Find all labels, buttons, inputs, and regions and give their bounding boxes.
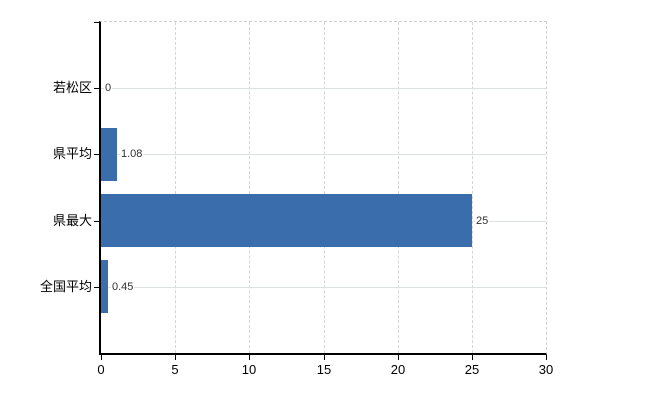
value-label: 1.08 (120, 147, 144, 161)
category-label-県最大: 県最大 (52, 213, 92, 228)
x-axis-tick (249, 355, 250, 360)
x-axis-tick (472, 355, 473, 360)
horizontal-gridline (101, 154, 546, 155)
value-label: 25 (475, 214, 490, 228)
category-label-若松区: 若松区 (52, 80, 92, 95)
horizontal-gridline (101, 287, 546, 288)
x-tick-label: 25 (464, 362, 480, 377)
y-axis-tick (94, 221, 99, 222)
vertical-gridline (397, 22, 399, 353)
value-label: 0 (104, 81, 113, 95)
plot-area: 0 1.08 25 0.45 (94, 21, 547, 355)
x-tick-label: 30 (538, 362, 554, 377)
y-axis-tick (94, 287, 99, 288)
vertical-gridline (249, 22, 251, 353)
y-axis-tick (94, 154, 99, 155)
horizontal-gridline (101, 88, 546, 89)
x-axis-tick (101, 355, 102, 360)
category-label-全国平均: 全国平均 (39, 279, 92, 294)
bar-県最大 (101, 194, 472, 247)
y-axis-tick (94, 22, 99, 23)
x-tick-label: 20 (390, 362, 406, 377)
value-label: 0.45 (111, 280, 135, 294)
bar-全国平均 (101, 260, 108, 313)
category-label-県平均: 県平均 (52, 146, 92, 161)
x-axis-tick (175, 355, 176, 360)
vertical-gridline (471, 22, 473, 353)
x-tick-label: 10 (241, 362, 257, 377)
x-axis-tick (324, 355, 325, 360)
bar-県平均 (101, 128, 117, 181)
x-tick-label: 15 (316, 362, 332, 377)
x-tick-label: 5 (171, 362, 179, 377)
vertical-gridline (323, 22, 325, 353)
y-axis-tick (94, 88, 99, 89)
x-axis-tick (398, 355, 399, 360)
x-axis-tick (546, 355, 547, 360)
vertical-gridline (175, 22, 177, 353)
x-tick-label: 0 (97, 362, 105, 377)
